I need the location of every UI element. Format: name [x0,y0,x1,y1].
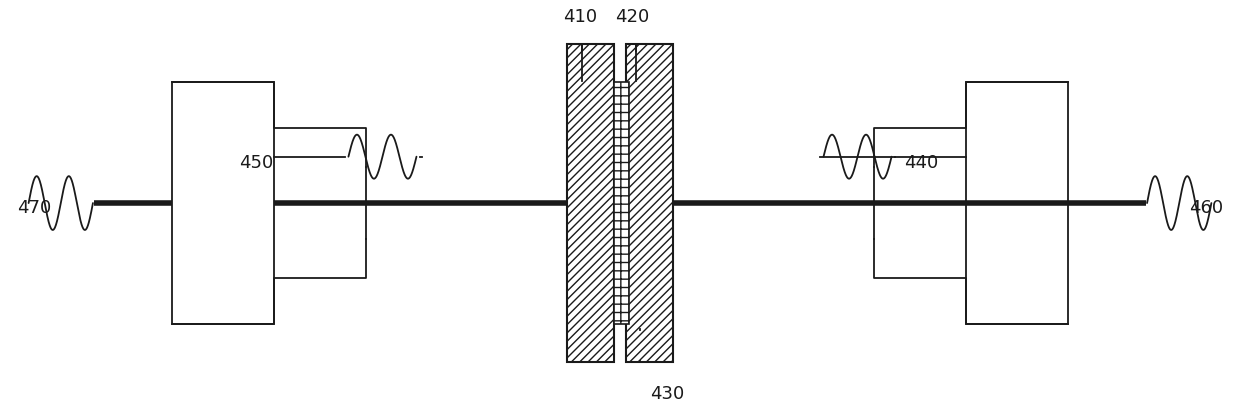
Text: 440: 440 [904,154,939,172]
Text: 410: 410 [563,8,598,26]
Text: 420: 420 [615,8,650,26]
Bar [614,82,629,324]
Text: 470: 470 [16,199,51,217]
Text: 460: 460 [1189,199,1223,217]
Bar [567,44,614,362]
Text: 450: 450 [239,154,274,172]
Bar [966,82,1068,324]
Bar [626,44,673,362]
Text: 430: 430 [650,385,684,403]
Bar [172,82,274,324]
